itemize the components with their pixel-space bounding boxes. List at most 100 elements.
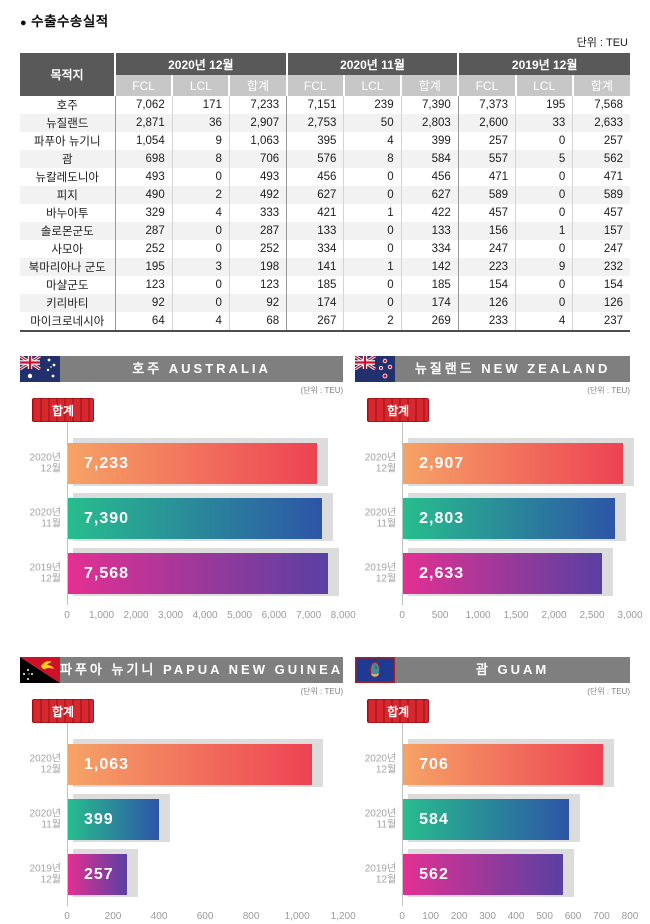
value-cell: 7,373 <box>458 96 517 114</box>
value-cell: 329 <box>115 204 173 222</box>
bar-value-label: 1,063 <box>84 755 130 773</box>
axis-tick-label: 600 <box>196 911 214 922</box>
value-cell: 64 <box>115 312 173 331</box>
value-cell: 198 <box>229 258 288 276</box>
value-cell: 2,871 <box>115 114 173 132</box>
value-cell: 154 <box>603 279 623 291</box>
export-table-body: 호주 7,062 171 7,233 7,151 239 7,390 7,373 195 7,56… <box>20 96 630 331</box>
bar-row: 2019년 12월 257 <box>30 847 343 902</box>
table-row: 키리바티 92 0 92 174 0 174 126 0 126 <box>20 294 630 312</box>
value-cell: 2,803 <box>401 114 459 132</box>
value-cell: 50 <box>343 114 402 132</box>
chart-new-zealand: 뉴질랜드 NEW ZEALAND (단위 : TEU) 합계 2020년 12월 2,9… <box>355 356 643 623</box>
bar: 7,390 <box>68 498 323 539</box>
category-label: 2019년 12월 <box>29 863 61 886</box>
bar: 584 <box>403 799 569 840</box>
value-cell: 7,390 <box>401 96 459 114</box>
chart-plot-area: 2020년 12월 1,063 2020년 11월 399 2019년 12월 257 <box>30 723 343 906</box>
chart-unit-label: (단위 : TEU) <box>587 687 630 696</box>
value-cell: 1,063 <box>229 132 288 150</box>
value-cell: 395 <box>286 132 345 150</box>
value-cell: 9 <box>172 132 230 150</box>
bar: 2,907 <box>403 443 623 484</box>
axis-tick-label: 1,000 <box>465 610 491 621</box>
value-cell: 247 <box>603 243 623 255</box>
new-zealand-flag-icon <box>355 356 396 382</box>
bar-row: 2020년 12월 7,233 <box>30 436 343 491</box>
destination-cell: 북마리아나 군도 <box>20 258 116 276</box>
value-cell: 92 <box>229 294 288 312</box>
value-cell: 269 <box>401 312 459 331</box>
value-cell: 334 <box>401 240 459 258</box>
value-cell: 422 <box>401 204 459 222</box>
destination-cell: 사모아 <box>20 240 116 258</box>
category-label: 2020년 11월 <box>29 507 61 530</box>
bar-value-label: 706 <box>419 755 449 773</box>
axis-tick-label: 3,000 <box>158 610 184 621</box>
chart-header: 파푸아 뉴기니 PAPUA NEW GUINEA <box>20 657 344 683</box>
legend-total-badge: 합계 <box>32 699 94 723</box>
axis-tick-label: 2,000 <box>123 610 149 621</box>
axis-tick-label: 700 <box>593 911 610 922</box>
category-label: 2020년 11월 <box>29 808 61 831</box>
value-cell: 141 <box>286 258 345 276</box>
axis-tick-label: 600 <box>564 911 582 922</box>
value-cell: 456 <box>286 168 345 186</box>
value-cell: 33 <box>515 114 574 132</box>
value-cell: 174 <box>401 294 459 312</box>
legend-total-badge: 합계 <box>32 398 94 422</box>
value-cell: 36 <box>172 114 230 132</box>
value-cell: 493 <box>229 168 288 186</box>
table-row: 마샬군도 123 0 123 185 0 185 154 0 154 <box>20 276 630 294</box>
bar-row: 2020년 11월 584 <box>365 792 630 847</box>
bar: 2,803 <box>403 498 616 539</box>
column-header-sub: LCL <box>171 75 230 96</box>
value-cell: 589 <box>458 186 517 204</box>
value-cell: 171 <box>172 96 230 114</box>
bar-value-label: 257 <box>84 865 114 883</box>
value-cell: 123 <box>229 276 288 294</box>
axis-tick-label: 1,000 <box>284 911 310 922</box>
column-header-month: 2019년 12월 <box>457 53 630 75</box>
bar-value-label: 7,568 <box>84 564 130 582</box>
chart-plot-area: 2020년 12월 7,233 2020년 11월 7,390 2019년 12월 7,5… <box>30 422 343 605</box>
chart-guam: 괌 GUAM (단위 : TEU) 합계 2020년 12월 706 2020년 11월 5… <box>355 657 638 924</box>
table-row: 뉴질랜드 2,871 36 2,907 2,753 50 2,803 2,600 33 2,633 <box>20 114 630 132</box>
axis-tick-label: 200 <box>450 911 468 922</box>
destination-cell: 키리바티 <box>20 294 116 312</box>
table-row: 마이크로네시아 64 4 68 267 2 269 233 4 237 <box>20 312 630 331</box>
category-label: 2020년 12월 <box>29 452 61 475</box>
value-cell: 185 <box>286 276 345 294</box>
value-cell: 0 <box>172 168 230 186</box>
bar-row: 2019년 12월 2,633 <box>365 546 630 601</box>
axis-tick-label: 800 <box>621 911 639 922</box>
value-cell: 589 <box>603 189 623 201</box>
bar-value-label: 2,907 <box>419 454 465 472</box>
column-header-sub: FCL <box>285 75 344 96</box>
unit-label: 단위 : TEU <box>576 37 628 49</box>
x-axis-ticks: 0 200 400 600 800 1,000 1,200 <box>64 911 355 924</box>
destination-cell: 뉴칼레도니아 <box>20 168 116 186</box>
value-cell: 4 <box>515 312 574 331</box>
value-cell: 237 <box>603 315 623 327</box>
value-cell: 1 <box>343 258 402 276</box>
value-cell: 232 <box>603 261 623 273</box>
value-cell: 257 <box>603 135 623 147</box>
value-cell: 0 <box>343 186 402 204</box>
value-cell: 252 <box>229 240 288 258</box>
table-row: 파푸아 뉴기니 1,054 9 1,063 395 4 399 257 0 257 <box>20 132 630 150</box>
column-header-sub: 합계 <box>571 75 630 96</box>
axis-tick-label: 5,000 <box>227 610 253 621</box>
destination-cell: 마이크로네시아 <box>20 312 116 331</box>
category-label: 2020년 12월 <box>364 452 397 475</box>
axis-tick-label: 0 <box>64 610 70 621</box>
axis-tick-label: 1,200 <box>330 911 356 922</box>
chart-title: 뉴질랜드 NEW ZEALAND <box>395 356 630 382</box>
value-cell: 399 <box>401 132 459 150</box>
bar: 562 <box>403 854 563 895</box>
value-cell: 457 <box>458 204 517 222</box>
chart-legend: 합계 <box>32 699 343 723</box>
chart-papua-new-guinea: 파푸아 뉴기니 PAPUA NEW GUINEA (단위 : TEU) 합계 2020… <box>20 657 356 924</box>
axis-tick-label: 6,000 <box>261 610 287 621</box>
